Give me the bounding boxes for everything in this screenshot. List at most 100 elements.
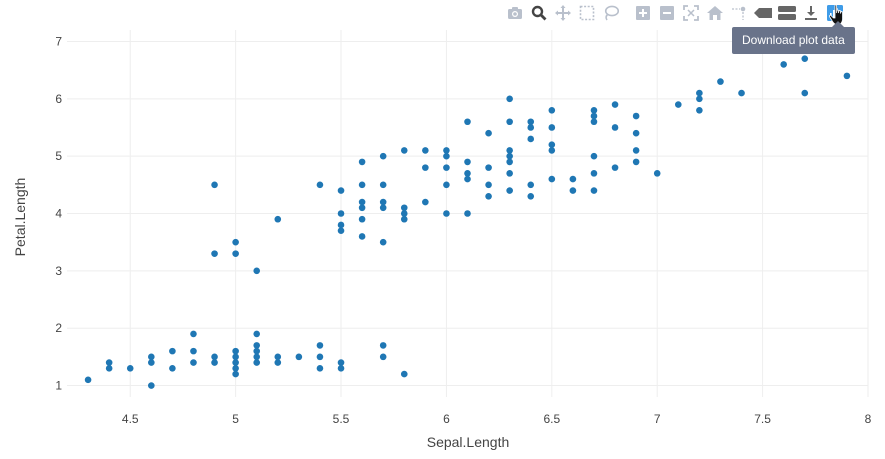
scatter-point[interactable]	[632, 112, 640, 120]
scatter-point[interactable]	[738, 89, 745, 97]
scatter-point[interactable]	[464, 175, 471, 183]
scatter-point[interactable]	[527, 192, 535, 200]
scatter-point[interactable]	[548, 147, 556, 154]
scatter-point[interactable]	[506, 147, 513, 154]
scatter-point[interactable]	[253, 359, 261, 366]
scatter-point[interactable]	[358, 233, 366, 240]
scatter-point[interactable]	[590, 152, 598, 160]
scatter-point[interactable]	[190, 347, 197, 355]
scatter-point[interactable]	[253, 342, 261, 349]
scatter-point[interactable]	[232, 370, 239, 378]
scatter-point[interactable]	[358, 215, 366, 223]
scatter-point[interactable]	[232, 238, 239, 246]
scatter-point[interactable]	[211, 359, 218, 366]
scatter-point[interactable]	[232, 365, 239, 372]
scatter-point[interactable]	[485, 181, 492, 189]
scatter-point[interactable]	[422, 147, 429, 154]
scatter-point[interactable]	[232, 359, 239, 366]
scatter-point[interactable]	[232, 353, 239, 361]
scatter-point[interactable]	[190, 330, 197, 338]
scatter-point[interactable]	[105, 365, 113, 372]
scatter-point[interactable]	[611, 101, 619, 108]
scatter-point[interactable]	[506, 152, 513, 160]
zoom-out-icon[interactable]	[657, 3, 677, 23]
scatter-point[interactable]	[379, 181, 387, 189]
scatter-point[interactable]	[337, 227, 345, 235]
scatter-point[interactable]	[126, 365, 134, 372]
scatter-point[interactable]	[379, 238, 387, 246]
scatter-point[interactable]	[548, 175, 556, 183]
scatter-point[interactable]	[274, 215, 282, 223]
scatter-point[interactable]	[337, 210, 345, 217]
scatter-point[interactable]	[485, 164, 492, 171]
scatter-point[interactable]	[611, 124, 619, 131]
scatter-point[interactable]	[169, 347, 176, 355]
scatter-point[interactable]	[358, 204, 366, 212]
scatter-points[interactable]	[84, 43, 851, 389]
scatter-point[interactable]	[801, 55, 809, 62]
box-select-icon[interactable]	[577, 3, 597, 23]
scatter-point[interactable]	[443, 147, 450, 154]
scatter-point[interactable]	[506, 187, 513, 194]
scatter-point[interactable]	[274, 359, 282, 366]
scatter-point[interactable]	[674, 101, 682, 108]
scatter-point[interactable]	[464, 118, 471, 126]
scatter-point[interactable]	[590, 118, 598, 126]
scatter-point[interactable]	[400, 215, 408, 223]
scatter-point[interactable]	[379, 342, 387, 349]
scatter-point[interactable]	[653, 170, 661, 177]
lasso-select-icon[interactable]	[601, 3, 621, 23]
scatter-point[interactable]	[843, 72, 851, 80]
scatter-point[interactable]	[696, 89, 703, 97]
scatter-point[interactable]	[379, 204, 387, 212]
scatter-point[interactable]	[464, 170, 471, 177]
camera-icon[interactable]	[505, 3, 525, 23]
scatter-point[interactable]	[358, 181, 366, 189]
scatter-point[interactable]	[190, 359, 197, 366]
scatter-point[interactable]	[527, 135, 535, 143]
scatter-point[interactable]	[696, 106, 703, 114]
scatter-point[interactable]	[590, 170, 598, 177]
spike-lines-icon[interactable]	[729, 3, 749, 23]
zoom-in-icon[interactable]	[633, 3, 653, 23]
scatter-point[interactable]	[337, 187, 345, 194]
scatter-point[interactable]	[548, 141, 556, 148]
scatter-point[interactable]	[506, 170, 513, 177]
scatter-point[interactable]	[506, 95, 513, 103]
scatter-point[interactable]	[780, 61, 787, 68]
scatter-point[interactable]	[464, 210, 471, 217]
scatter-point[interactable]	[400, 204, 408, 212]
scatter-point[interactable]	[274, 353, 282, 361]
scatter-point[interactable]	[527, 124, 535, 131]
scatter-point[interactable]	[527, 118, 535, 126]
scatter-point[interactable]	[632, 147, 640, 154]
scatter-point[interactable]	[422, 164, 429, 171]
scatter-point[interactable]	[422, 198, 429, 206]
scatter-point[interactable]	[443, 164, 450, 171]
scatter-point[interactable]	[696, 95, 703, 103]
scatter-point[interactable]	[548, 124, 556, 131]
scatter-point[interactable]	[316, 353, 324, 361]
scatter-point[interactable]	[358, 158, 366, 166]
scatter-point[interactable]	[506, 118, 513, 126]
scatter-point[interactable]	[211, 250, 218, 257]
scatter-point[interactable]	[801, 89, 809, 97]
scatter-point[interactable]	[337, 221, 345, 229]
home-icon[interactable]	[705, 3, 725, 23]
hover-closest-icon[interactable]	[753, 3, 773, 23]
download-plot-data-icon[interactable]	[801, 3, 821, 23]
scatter-point[interactable]	[105, 359, 113, 366]
scatter-point[interactable]	[632, 158, 640, 166]
scatter-point[interactable]	[506, 158, 513, 166]
zoom-icon[interactable]	[529, 3, 549, 23]
scatter-point[interactable]	[569, 187, 577, 194]
scatter-point[interactable]	[443, 152, 450, 160]
scatter-point[interactable]	[400, 147, 408, 154]
scatter-point[interactable]	[337, 359, 345, 366]
scatter-point[interactable]	[590, 106, 598, 114]
scatter-point[interactable]	[316, 181, 324, 189]
scatter-point[interactable]	[358, 198, 366, 206]
scatter-point[interactable]	[253, 353, 261, 361]
scatter-point[interactable]	[148, 359, 155, 366]
